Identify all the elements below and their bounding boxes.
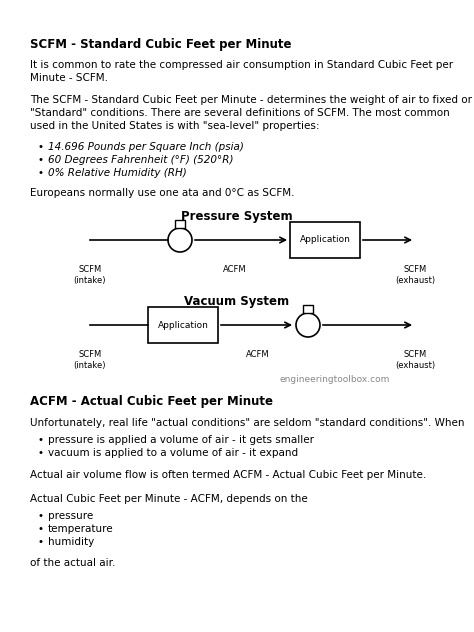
Text: engineeringtoolbox.com: engineeringtoolbox.com — [280, 375, 390, 384]
Text: •: • — [38, 511, 44, 521]
Text: •: • — [38, 155, 44, 165]
Text: of the actual air.: of the actual air. — [30, 558, 115, 568]
Text: •: • — [38, 448, 44, 458]
Text: It is common to rate the compressed air consumption in Standard Cubic Feet per
M: It is common to rate the compressed air … — [30, 60, 453, 83]
Text: SCFM
(intake): SCFM (intake) — [74, 350, 106, 370]
Text: ACFM: ACFM — [223, 265, 247, 274]
Text: SCFM
(exhaust): SCFM (exhaust) — [395, 265, 435, 285]
Text: •: • — [38, 142, 44, 152]
Text: ACFM - Actual Cubic Feet per Minute: ACFM - Actual Cubic Feet per Minute — [30, 395, 273, 408]
Text: Actual air volume flow is often termed ACFM - Actual Cubic Feet per Minute.: Actual air volume flow is often termed A… — [30, 470, 426, 480]
Bar — [303, 305, 313, 313]
Text: Unfortunately, real life "actual conditions" are seldom "standard conditions". W: Unfortunately, real life "actual conditi… — [30, 418, 465, 428]
Text: temperature: temperature — [48, 524, 114, 534]
Text: pressure: pressure — [48, 511, 93, 521]
Text: SCFM
(exhaust): SCFM (exhaust) — [395, 350, 435, 370]
Text: pressure is applied a volume of air - it gets smaller: pressure is applied a volume of air - it… — [48, 435, 314, 445]
Text: 60 Degrees Fahrenheit (°F) (520°R): 60 Degrees Fahrenheit (°F) (520°R) — [48, 155, 234, 165]
Text: Application: Application — [157, 320, 209, 329]
Text: vacuum is applied to a volume of air - it expand: vacuum is applied to a volume of air - i… — [48, 448, 298, 458]
Text: •: • — [38, 168, 44, 178]
Text: SCFM
(intake): SCFM (intake) — [74, 265, 106, 285]
Text: •: • — [38, 435, 44, 445]
Text: 0% Relative Humidity (RH): 0% Relative Humidity (RH) — [48, 168, 187, 178]
Text: Application: Application — [300, 236, 350, 245]
Text: humidity: humidity — [48, 537, 94, 547]
Text: •: • — [38, 524, 44, 534]
Text: Vacuum System: Vacuum System — [184, 295, 290, 308]
Bar — [290, 222, 360, 258]
Text: •: • — [38, 537, 44, 547]
Text: Europeans normally use one ata and 0°C as SCFM.: Europeans normally use one ata and 0°C a… — [30, 188, 294, 198]
Text: The SCFM - Standard Cubic Feet per Minute - determines the weight of air to fixe: The SCFM - Standard Cubic Feet per Minut… — [30, 95, 472, 131]
Text: Pressure System: Pressure System — [181, 210, 293, 223]
Bar — [148, 307, 218, 343]
Text: 14.696 Pounds per Square Inch (psia): 14.696 Pounds per Square Inch (psia) — [48, 142, 244, 152]
Text: SCFM - Standard Cubic Feet per Minute: SCFM - Standard Cubic Feet per Minute — [30, 38, 292, 51]
Text: ACFM: ACFM — [246, 350, 270, 359]
Bar — [175, 220, 185, 228]
Text: Actual Cubic Feet per Minute - ACFM, depends on the: Actual Cubic Feet per Minute - ACFM, dep… — [30, 494, 308, 504]
